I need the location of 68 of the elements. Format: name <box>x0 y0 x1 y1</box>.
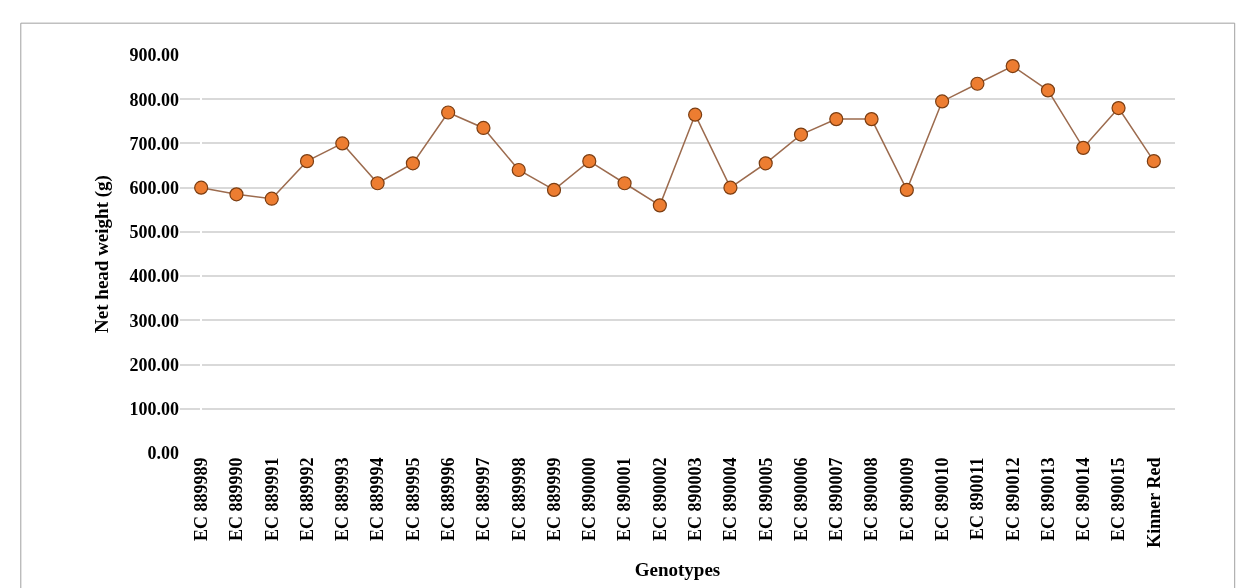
x-tick-label: EC 890004 <box>720 457 741 542</box>
y-tick-label: 700.00 <box>129 133 179 154</box>
y-tick-label: 100.00 <box>129 399 179 420</box>
point <box>194 180 209 195</box>
point <box>723 180 738 195</box>
x-tick-label: EC 890008 <box>861 457 882 542</box>
y-tick-label: 800.00 <box>129 89 179 110</box>
x-tick-label: EC 890009 <box>896 457 917 542</box>
point <box>511 162 526 178</box>
x-tick-label: Kinner Red <box>1143 457 1164 548</box>
x-tick-label: EC 890013 <box>1037 457 1058 542</box>
x-tick-label: EC 890002 <box>649 457 670 542</box>
x-tick-label: EC 889994 <box>367 457 388 542</box>
x-tick-label: EC 890000 <box>579 457 600 542</box>
point <box>864 112 879 127</box>
point <box>899 182 914 197</box>
x-tick-label: EC 889992 <box>296 457 317 542</box>
point <box>1040 83 1056 98</box>
x-tick-label: EC 890011 <box>967 457 988 541</box>
x-tick-label: EC 889998 <box>508 457 529 542</box>
point <box>405 156 420 171</box>
point <box>793 127 809 142</box>
y-tick-label: 300.00 <box>129 310 179 331</box>
point <box>335 136 350 151</box>
point <box>299 154 315 169</box>
point <box>476 120 491 136</box>
point <box>582 154 597 169</box>
point <box>264 191 279 206</box>
x-tick-label: EC 890010 <box>931 457 952 542</box>
point <box>370 176 385 191</box>
y-tick-label: 0.00 <box>147 443 179 464</box>
x-tick-label: EC 890007 <box>826 457 847 542</box>
x-tick-label: EC 890003 <box>684 457 705 542</box>
x-tick-label: EC 889999 <box>543 457 564 542</box>
point <box>935 94 950 109</box>
point <box>652 198 667 213</box>
x-tick-label: EC 890012 <box>1002 457 1023 542</box>
point <box>1111 100 1126 116</box>
x-tick-label: EC 890015 <box>1108 457 1129 542</box>
y-axis-title: Net head weight (g) <box>91 175 114 333</box>
x-tick-label: EC 890005 <box>755 457 776 542</box>
point <box>229 187 244 202</box>
x-tick-label: EC 889997 <box>473 457 494 542</box>
x-axis-title: Genotypes <box>634 558 721 580</box>
x-tick-label: EC 889993 <box>332 457 353 542</box>
point <box>688 107 703 122</box>
x-tick-label: EC 890014 <box>1073 457 1094 542</box>
point <box>1076 140 1091 155</box>
y-tick-label: 400.00 <box>129 266 179 287</box>
x-tick-label: EC 889991 <box>261 457 282 542</box>
x-tick-label: EC 889995 <box>402 457 423 542</box>
x-tick-label: EC 889996 <box>438 457 459 542</box>
x-tick-label: EC 890001 <box>614 457 635 542</box>
point <box>1005 58 1020 74</box>
point <box>1146 154 1161 169</box>
y-tick-label: 900.00 <box>129 45 179 66</box>
x-tick-label: EC 889990 <box>226 457 247 542</box>
point <box>970 76 985 91</box>
y-tick-label: 500.00 <box>129 222 179 243</box>
y-tick-label: 600.00 <box>129 177 179 198</box>
x-tick-label: EC 889989 <box>191 457 212 542</box>
point <box>546 182 562 197</box>
point <box>617 176 632 191</box>
x-tick-label: EC 890006 <box>790 457 811 542</box>
point <box>829 112 844 127</box>
point <box>441 105 456 120</box>
y-tick-label: 200.00 <box>129 354 179 375</box>
point <box>758 156 773 171</box>
